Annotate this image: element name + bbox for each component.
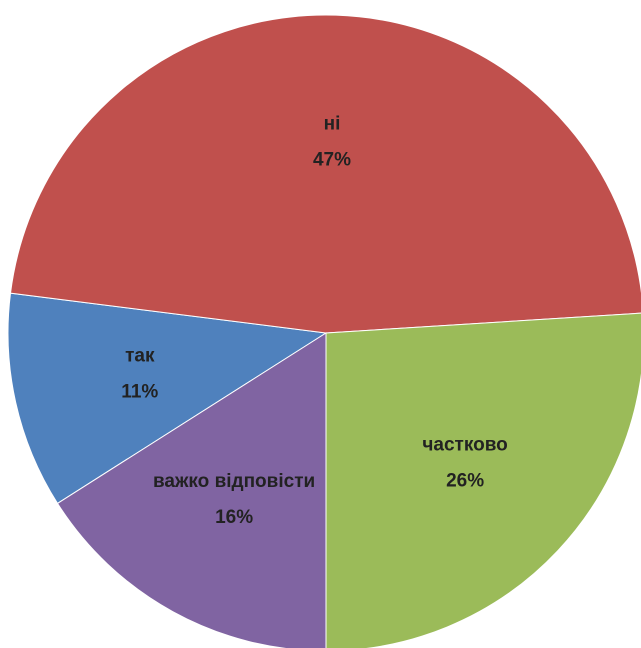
slice-value: 11%	[121, 382, 158, 403]
slice-label: частково	[422, 435, 507, 456]
slice-label: ні	[324, 113, 341, 134]
slice-value: 26%	[446, 471, 484, 492]
slice-label: важко відповісти	[153, 471, 315, 492]
pie-slice	[7, 292, 328, 505]
pie-slice	[9, 14, 641, 334]
pie-slice	[56, 332, 327, 648]
slice-value: 47%	[313, 149, 351, 170]
slice-label: так	[125, 346, 155, 367]
pie-slice	[325, 312, 641, 648]
slice-value: 16%	[215, 507, 253, 528]
